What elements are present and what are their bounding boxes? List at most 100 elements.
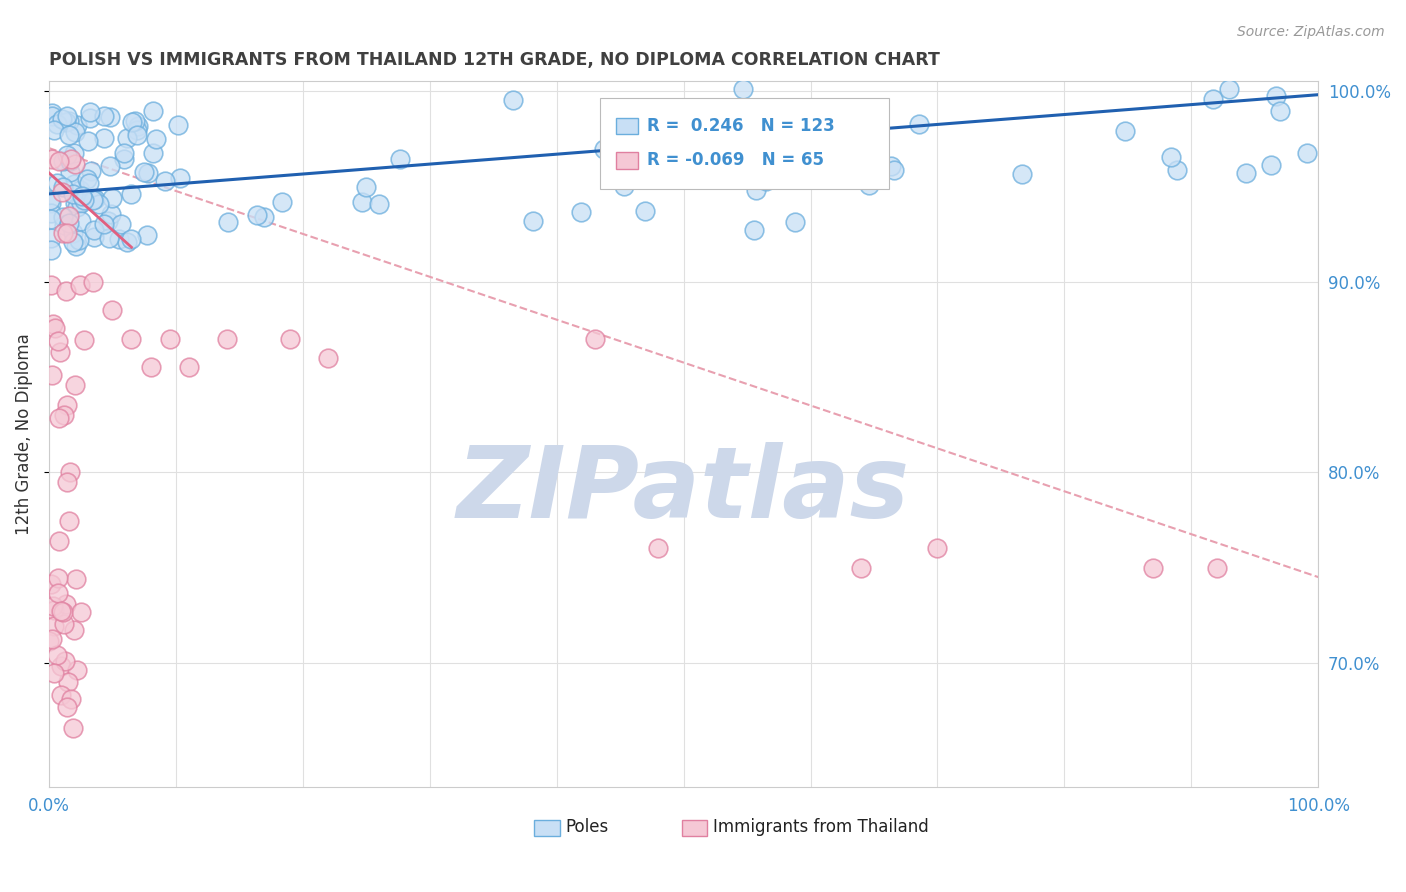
- Point: [52, 211, 75, 225]
- Point: [177, 360, 200, 375]
- Point: [79, 111, 101, 125]
- Point: [1268, 104, 1291, 119]
- Point: [155, 174, 177, 188]
- Point: [637, 170, 659, 185]
- Point: [80, 163, 103, 178]
- Point: [62, 721, 84, 735]
- Point: [1260, 158, 1282, 172]
- Point: [1142, 560, 1164, 574]
- Point: [62, 623, 84, 637]
- Point: [142, 104, 165, 119]
- Point: [44, 603, 66, 617]
- Point: [93, 217, 115, 231]
- Point: [112, 146, 135, 161]
- Point: [65, 239, 87, 253]
- Point: [65, 378, 87, 392]
- Point: [125, 123, 148, 137]
- Text: ZIPatlas: ZIPatlas: [457, 442, 910, 539]
- Point: [83, 192, 105, 206]
- Point: [48, 154, 70, 169]
- Point: [65, 195, 87, 210]
- Point: [110, 217, 132, 231]
- Point: [56, 700, 79, 714]
- Text: R = -0.069   N = 65: R = -0.069 N = 65: [647, 152, 824, 169]
- Point: [55, 598, 77, 612]
- Point: [62, 187, 84, 202]
- Point: [82, 275, 104, 289]
- Point: [745, 183, 768, 197]
- Point: [65, 156, 87, 170]
- Point: [41, 152, 63, 166]
- Point: [858, 178, 880, 192]
- Point: [522, 214, 544, 228]
- Point: [278, 332, 301, 346]
- Point: [56, 398, 79, 412]
- Point: [41, 105, 63, 120]
- Point: [83, 222, 105, 236]
- Point: [63, 125, 86, 139]
- Point: [82, 194, 104, 208]
- Point: [66, 663, 89, 677]
- Point: [316, 351, 339, 365]
- Point: [120, 186, 142, 201]
- Point: [139, 360, 162, 375]
- Point: [132, 165, 155, 179]
- Point: [1218, 82, 1240, 96]
- Point: [70, 605, 93, 619]
- Point: [65, 572, 87, 586]
- Text: POLISH VS IMMIGRANTS FROM THAILAND 12TH GRADE, NO DIPLOMA CORRELATION CHART: POLISH VS IMMIGRANTS FROM THAILAND 12TH …: [49, 51, 939, 69]
- Point: [52, 227, 75, 241]
- Point: [42, 618, 65, 632]
- Point: [124, 114, 146, 128]
- Point: [52, 219, 75, 233]
- Point: [112, 152, 135, 166]
- Point: [731, 82, 754, 96]
- Point: [46, 648, 69, 662]
- Point: [39, 577, 62, 591]
- Point: [785, 215, 807, 229]
- Point: [93, 130, 115, 145]
- Point: [69, 183, 91, 197]
- Point: [52, 180, 75, 194]
- Point: [1265, 89, 1288, 103]
- Point: [41, 109, 63, 123]
- Point: [98, 110, 121, 124]
- Point: [367, 196, 389, 211]
- Point: [927, 541, 949, 556]
- Point: [1296, 145, 1319, 160]
- Point: [39, 277, 62, 292]
- Point: [83, 193, 105, 207]
- Point: [100, 207, 122, 221]
- Point: [879, 159, 901, 173]
- Point: [217, 215, 239, 229]
- Point: [58, 128, 80, 142]
- Point: [48, 586, 70, 600]
- Point: [72, 333, 94, 347]
- Point: [70, 189, 93, 203]
- Point: [51, 112, 73, 127]
- Point: [48, 571, 70, 585]
- Point: [127, 119, 149, 133]
- Point: [51, 688, 73, 702]
- Point: [142, 146, 165, 161]
- Point: [145, 132, 167, 146]
- Point: [52, 617, 75, 632]
- Text: R =  0.246   N = 123: R = 0.246 N = 123: [647, 117, 835, 135]
- Point: [58, 114, 80, 128]
- Point: [89, 196, 111, 211]
- Point: [53, 408, 76, 422]
- Point: [52, 605, 75, 619]
- Point: [97, 214, 120, 228]
- Point: [101, 191, 124, 205]
- Point: [169, 170, 191, 185]
- Point: [76, 171, 98, 186]
- Point: [245, 208, 267, 222]
- Point: [73, 194, 96, 208]
- Point: [1205, 560, 1227, 574]
- Point: [39, 193, 62, 207]
- Point: [59, 465, 82, 479]
- Point: [39, 243, 62, 257]
- Point: [121, 232, 143, 246]
- Point: [626, 161, 648, 175]
- Point: [93, 109, 115, 123]
